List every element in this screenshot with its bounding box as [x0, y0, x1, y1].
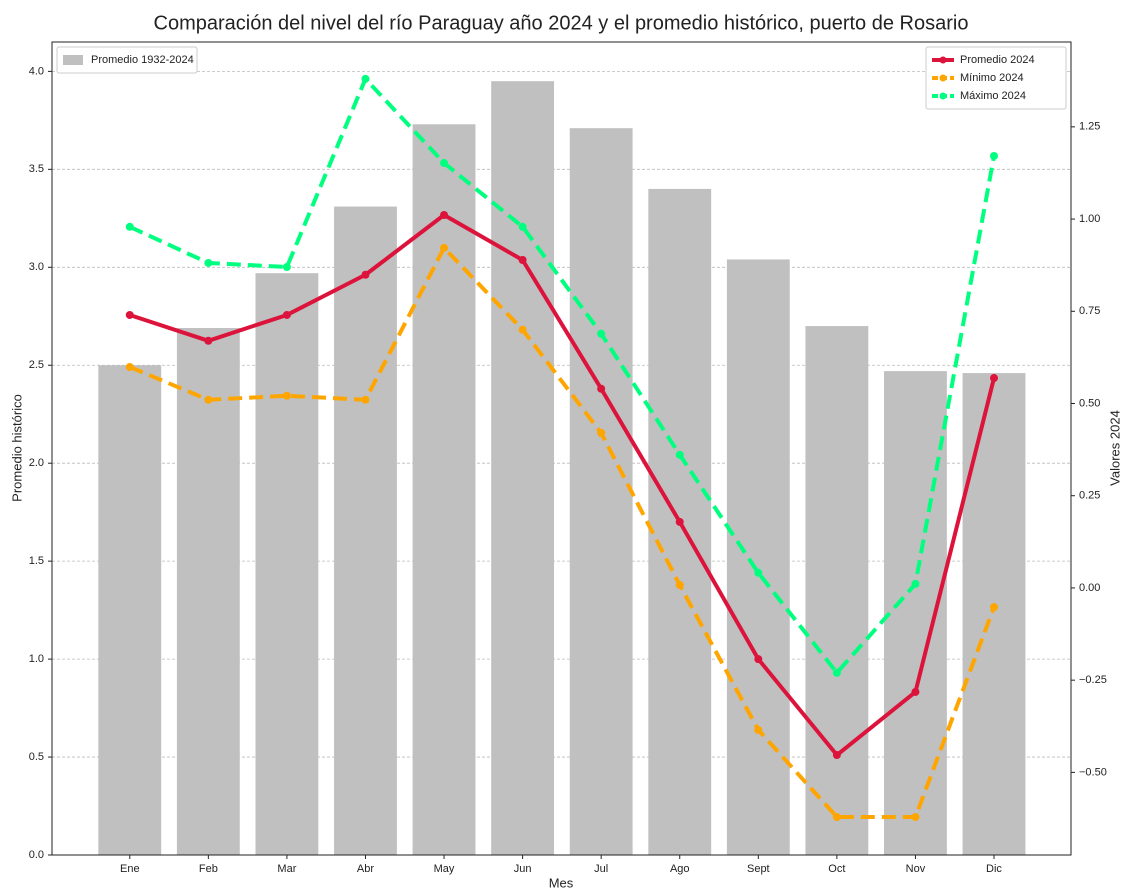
x-tick-label: May [434, 863, 455, 875]
marker [990, 603, 999, 612]
y-tick-label: 1.0 [29, 653, 44, 665]
marker [754, 655, 763, 664]
marker [911, 687, 920, 696]
bar [98, 365, 162, 855]
y2-tick-label: 1.25 [1079, 121, 1100, 133]
marker [518, 256, 527, 265]
legend-label: Promedio 1932-2024 [91, 54, 194, 66]
y-axis-label: Promedio histórico [9, 394, 24, 502]
marker [675, 517, 684, 526]
y-tick-label: 1.5 [29, 555, 44, 567]
marker [204, 395, 213, 404]
legend-marker [939, 92, 947, 100]
marker [125, 362, 134, 371]
legend-label: Máximo 2024 [960, 90, 1026, 102]
marker [440, 158, 449, 167]
x-axis-label: Mes [549, 875, 574, 890]
marker [832, 751, 841, 760]
x-tick-label: Ago [670, 863, 690, 875]
y-tick-label: 3.0 [29, 261, 44, 273]
bar [884, 371, 947, 855]
y-tick-label: 4.0 [29, 65, 44, 77]
marker [990, 151, 999, 160]
x-tick-label: Sept [747, 863, 770, 875]
marker [361, 395, 370, 404]
legend-marker [939, 56, 947, 64]
y2-tick-label: 1.00 [1079, 213, 1100, 225]
marker [282, 263, 291, 272]
marker [832, 813, 841, 822]
y-tick-label: 0.5 [29, 751, 44, 763]
chart-title: Comparación del nivel del río Paraguay a… [154, 12, 969, 34]
x-tick-label: Oct [828, 863, 845, 875]
marker [832, 668, 841, 677]
bar [491, 81, 555, 855]
x-tick-label: Jun [514, 863, 532, 875]
x-tick-label: Dic [986, 863, 1002, 875]
line [129, 245, 996, 820]
marker [518, 325, 527, 334]
marker [675, 580, 684, 589]
y2-axis-label: Valores 2024 [1107, 410, 1122, 486]
bar [334, 206, 397, 856]
y2-tick-label: 0.25 [1079, 490, 1100, 502]
marker [990, 374, 999, 383]
marker [675, 450, 684, 459]
bar [962, 373, 1026, 855]
x-tick-label: Abr [357, 863, 374, 875]
legend-box [925, 46, 1067, 110]
legend-box [56, 46, 198, 74]
line [129, 213, 996, 758]
marker [361, 270, 370, 279]
legend: Promedio 1932-2024 [56, 46, 198, 74]
marker [911, 579, 920, 588]
bar [569, 128, 633, 856]
y-tick-label: 3.5 [29, 163, 44, 175]
legend: Promedio 2024 Mínimo 2024 Máximo 2024 [925, 46, 1067, 110]
marker [440, 243, 449, 252]
y-tick-label: 0.0 [29, 849, 44, 861]
y2-tick-label: −0.50 [1079, 766, 1107, 778]
marker [754, 725, 763, 734]
bar [176, 328, 240, 855]
y-tick-label: 2.5 [29, 359, 44, 371]
x-tick-label: Feb [199, 863, 218, 875]
marker [440, 211, 449, 220]
bar [726, 259, 790, 855]
legend-swatch [63, 55, 83, 65]
x-tick-label: Mar [277, 863, 296, 875]
marker [125, 310, 134, 319]
legend-label: Mínimo 2024 [960, 72, 1024, 84]
marker [754, 568, 763, 577]
legend-label: Promedio 2024 [960, 54, 1035, 66]
bar [255, 273, 319, 855]
y2-tick-label: 0.50 [1079, 397, 1100, 409]
legend-marker [939, 74, 947, 82]
marker [597, 429, 606, 438]
marker [282, 310, 291, 319]
x-tick-label: Jul [594, 863, 608, 875]
marker [204, 258, 213, 267]
marker [518, 222, 527, 231]
marker [125, 222, 134, 231]
marker [597, 384, 606, 393]
y-tick-label: 2.0 [29, 457, 44, 469]
y2-tick-label: −0.25 [1079, 674, 1107, 686]
marker [911, 813, 920, 822]
x-tick-label: Nov [906, 863, 926, 875]
marker [282, 391, 291, 400]
y2-tick-label: 0.75 [1079, 305, 1100, 317]
y2-tick-label: 0.00 [1079, 582, 1100, 594]
x-tick-label: Ene [120, 863, 140, 875]
plot-frame [51, 41, 1072, 856]
bar [805, 326, 869, 855]
marker [597, 329, 606, 338]
marker [361, 74, 370, 83]
marker [204, 336, 213, 345]
line [128, 76, 996, 675]
